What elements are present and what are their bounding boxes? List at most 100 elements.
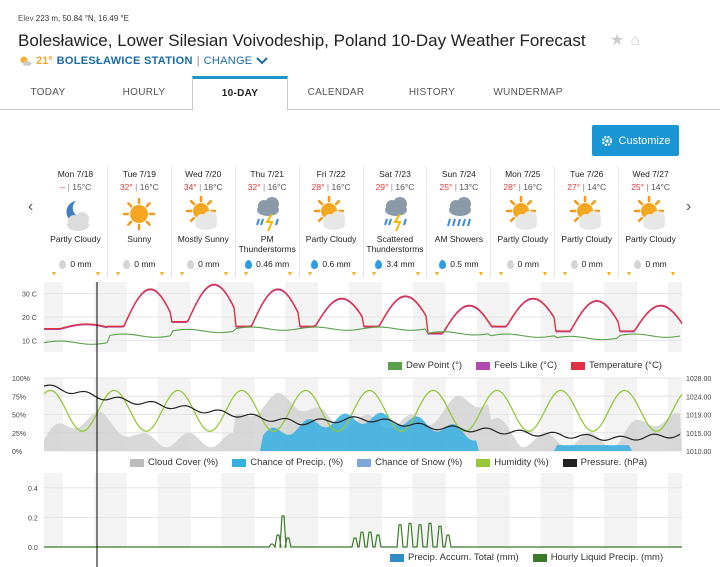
sun-marker-icon [179, 272, 228, 276]
day-high: 29° [375, 182, 389, 192]
day-condition: Partly Cloudy [625, 234, 676, 244]
day-temps: 27° | 14°C [567, 182, 607, 192]
day-condition: PM Thunderstorms [238, 234, 296, 254]
day-low: 16°C [331, 182, 351, 192]
tab-history[interactable]: HISTORY [408, 87, 456, 98]
raindrop-icon [375, 259, 383, 269]
day-low: 16°C [267, 182, 287, 192]
night-band [604, 473, 619, 547]
day-low: 15°C [72, 182, 92, 192]
customize-label: Customize [618, 134, 671, 147]
chevron-down-icon[interactable] [256, 57, 269, 65]
legend-swatch [571, 361, 586, 370]
day-column[interactable]: Wed 7/20 34° | 18°C Mostly Sunny 0 mm [170, 166, 235, 278]
legend-swatch [390, 553, 404, 562]
y-tick-label: 0.0 [28, 545, 38, 552]
legend-temperature: Dew Point (°) Feels Like (°C) Temperature … [388, 360, 662, 371]
change-station-link[interactable]: CHANGE [203, 55, 253, 67]
tab-today[interactable]: TODAY [30, 87, 66, 98]
day-condition: AM Showers [434, 234, 483, 244]
sun-marker-icon [307, 272, 356, 276]
forecast-charts: 30 C 20 C 10 C 100% 1028.00 75% 1024.00 50% 1019… [12, 282, 711, 567]
sun-cloud-icon [633, 195, 665, 230]
day-high: 28° [311, 182, 325, 192]
page-title: Bolesławice, Lower Silesian Voivodeship,… [18, 31, 586, 50]
day-low: 13°C [459, 182, 479, 192]
pressure-line [43, 384, 681, 441]
day-column[interactable]: Sat 7/23 29° | 16°C Scattered Thundersto… [362, 166, 427, 278]
hourly-liquid-line [44, 515, 682, 549]
y-tick-label: 75% [12, 394, 26, 401]
legend-item[interactable]: Cloud Cover (%) [130, 457, 218, 468]
legend-item[interactable]: Chance of Snow (%) [357, 457, 462, 468]
day-column[interactable]: Tue 7/26 27° | 14°C Partly Cloudy 0 mm [554, 166, 618, 278]
legend-swatch [357, 458, 372, 467]
home-icon[interactable]: ⌂ [630, 32, 641, 49]
legend-item[interactable]: Hourly Liquid Precip. (mm) [532, 552, 663, 563]
legend-item[interactable]: Pressure. (hPa) [562, 457, 647, 468]
legend-item[interactable]: Temperature (°C) [571, 360, 662, 371]
legend-item[interactable]: Chance of Precip. (%) [232, 457, 343, 468]
night-band [107, 473, 127, 547]
tab-hourly[interactable]: HOURLY [122, 87, 166, 98]
current-temp: 21° [36, 55, 53, 67]
legend-item[interactable]: Precip. Accum. Total (mm) [390, 552, 519, 563]
day-column[interactable]: Mon 7/18 -- | 15°C Partly Cloudy 0 mm [44, 166, 107, 278]
tab-calendar[interactable]: CALENDAR [307, 87, 365, 98]
sun-marker-icon [371, 272, 420, 276]
day-column[interactable]: Thu 7/21 32° | 16°C PM Thunderstorms 0.4… [234, 166, 299, 278]
night-band [171, 473, 191, 547]
day-high: 34° [183, 182, 197, 192]
day-condition: Partly Cloudy [561, 234, 612, 244]
gear-icon [601, 135, 612, 146]
day-condition: Scattered Thunderstorms [366, 234, 424, 254]
night-band [44, 473, 64, 547]
night-band [618, 473, 638, 547]
thunderstorm-icon [256, 197, 280, 232]
day-date: Fri 7/22 [316, 169, 346, 179]
raindrop-icon [59, 259, 67, 269]
night-band [348, 473, 363, 547]
day-date: Tue 7/19 [122, 169, 156, 179]
night-band [221, 473, 236, 547]
day-column[interactable]: Fri 7/22 28° | 16°C Partly Cloudy 0.6 mm [298, 166, 363, 278]
day-precip: 0.6 mm [300, 259, 363, 269]
day-column[interactable]: Mon 7/25 28° | 16°C Partly Cloudy 0 mm [490, 166, 554, 278]
night-band [93, 473, 108, 547]
day-low: 16°C [395, 182, 415, 192]
tab-10-day[interactable]: 10-DAY [192, 76, 288, 111]
star-icon[interactable]: ★ [610, 32, 625, 49]
legend-item[interactable]: Dew Point (°) [388, 360, 462, 371]
sun-marker-icon [499, 272, 548, 276]
prev-arrow-icon[interactable]: ‹ [28, 198, 34, 215]
y-tick-label: 0% [12, 449, 22, 456]
legend-item[interactable]: Feels Like (°C) [476, 360, 557, 371]
tab-wundermap[interactable]: WUNDERMAP [493, 87, 563, 98]
next-arrow-icon[interactable]: › [686, 198, 692, 215]
sun-cloud-icon [313, 195, 346, 230]
legend-clouds: Cloud Cover (%) Chance of Precip. (%) Chan… [130, 457, 647, 468]
day-date: Tue 7/26 [570, 169, 604, 179]
day-high: -- [59, 182, 66, 192]
station-name[interactable]: BOLESŁAWICE STATION [56, 55, 193, 67]
raindrop-icon [187, 259, 195, 269]
day-column[interactable]: Wed 7/27 25° | 14°C Partly Cloudy 0 mm [618, 166, 682, 278]
customize-button[interactable]: Customize [592, 125, 679, 156]
day-date: Mon 7/25 [505, 169, 541, 179]
legend-swatch [562, 458, 577, 467]
sun-marker-icon [243, 272, 292, 276]
sun-icon [123, 197, 156, 231]
day-column[interactable]: Tue 7/19 32° | 16°C Sunny 0 mm [106, 166, 171, 278]
tab-bar: TODAY HOURLY 10-DAY CALENDAR HISTORY WUN… [0, 76, 720, 111]
night-band [299, 473, 319, 547]
day-condition: Mostly Sunny [177, 234, 229, 244]
day-date: Wed 7/27 [632, 169, 669, 179]
legend-item[interactable]: Humidity (%) [476, 457, 549, 468]
night-band [667, 473, 682, 547]
raindrop-icon [311, 259, 319, 269]
day-precip: 3.4 mm [364, 259, 427, 269]
elevation-coords: Elev 223 m, 50.84 °N, 16.49 °E [18, 14, 129, 23]
sun-marker-icon [115, 272, 164, 276]
day-column[interactable]: Sun 7/24 25° | 13°C AM Showers 0.5 mm [426, 166, 490, 278]
sun-marker-icon [563, 272, 612, 276]
